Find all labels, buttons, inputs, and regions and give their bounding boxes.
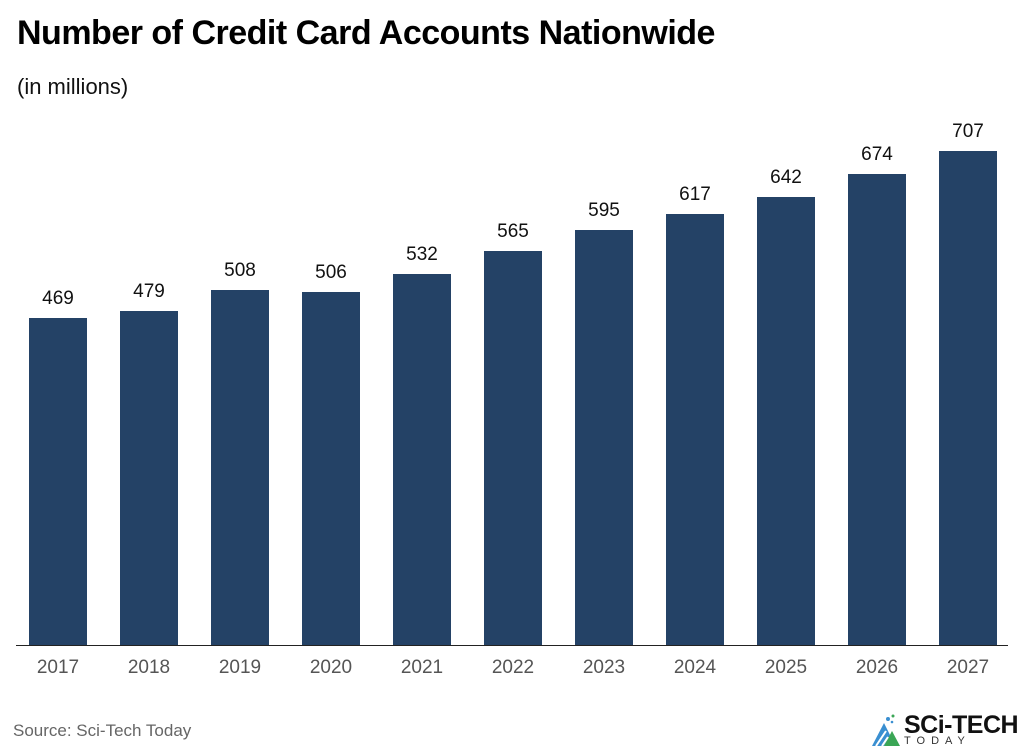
x-tick-label: 2020 [309,657,353,678]
bar-value-label: 508 [224,260,256,282]
logo-mark-icon [872,714,900,747]
chart-title: Number of Credit Card Accounts Nationwid… [17,14,715,52]
bar-value-label: 479 [133,280,165,302]
x-tick-label: 2026 [855,657,899,678]
bar-value-label: 595 [588,199,620,221]
bar-value-label: 617 [679,184,711,206]
x-tick-label: 2018 [127,657,171,678]
x-tick-label: 2023 [582,657,626,678]
bar-2024 [666,214,724,646]
plot-area: 469 479 508 506 532 565 595 617 642 674 707 [16,110,1008,646]
source-note: Source: Sci-Tech Today [13,721,192,740]
logo-subtext: TODAY [904,735,971,747]
sci-tech-today-logo: SCi-TECH TODAY [870,711,1020,749]
x-axis-line [16,645,1008,646]
x-tick-label: 2019 [218,657,262,678]
bar-value-label: 674 [861,144,893,166]
bar-2018 [120,310,178,646]
x-tick-label: 2022 [491,657,535,678]
x-tick-label: 2024 [673,657,717,678]
bar-2025 [757,196,815,646]
bar-value-label: 707 [952,121,984,143]
x-tick-label: 2021 [400,657,444,678]
bar-2020 [302,291,360,646]
bar-value-label: 642 [770,166,802,188]
bar-value-label: 506 [315,261,347,283]
bar-value-label: 532 [406,243,438,265]
bar-2026 [848,174,906,646]
bar-value-label: 565 [497,220,529,242]
chart-subtitle: (in millions) [17,74,129,99]
bar-2022 [484,250,542,646]
bar-2023 [575,229,633,646]
logo-text: SCi-TECH [904,711,1019,739]
x-tick-label: 2027 [946,657,990,678]
bar-2021 [393,273,451,646]
bar-2019 [211,290,269,646]
bar-value-label: 469 [42,287,74,309]
bar-2027 [939,151,997,646]
x-tick-label: 2025 [764,657,808,678]
x-tick-label: 2017 [36,657,80,678]
bar-2017 [29,317,87,646]
